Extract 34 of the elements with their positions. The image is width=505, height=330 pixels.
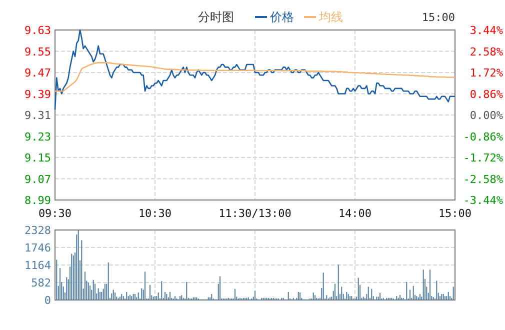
y2-tick-label: -0.86% (463, 130, 504, 144)
y2-tick-label: -3.44% (463, 194, 504, 207)
y2-tick-label: 2.58% (470, 45, 504, 58)
y2-tick-label: -2.58% (463, 172, 504, 186)
text: 15:00 (422, 11, 455, 24)
x-tick-label: 11:30/13:00 (218, 207, 292, 220)
y-tick-label: 1164 (24, 259, 52, 272)
y-tick-label: 9.15 (24, 152, 51, 164)
y-tick-label: 1746 (24, 242, 51, 254)
x-tick-label: 14:00 (338, 207, 372, 220)
y2-tick-label: 1.72% (470, 66, 504, 80)
chart-title: 分时图 (198, 10, 234, 24)
y-tick-label: 0 (44, 294, 51, 307)
y-tick-label: 9.31 (24, 109, 51, 122)
legend-label: 均线 (318, 10, 343, 24)
y-tick-label: 9.47 (24, 66, 51, 80)
y-tick-label: 9.07 (24, 172, 51, 186)
x-tick-label: 09:30 (38, 207, 72, 220)
y-tick-label: 8.99 (24, 194, 51, 207)
line-series (54, 29, 456, 110)
y2-tick-label: -1.72% (463, 152, 504, 164)
y-tick-label: 9.63 (24, 24, 51, 37)
y2-tick-label: 3.44% (470, 24, 504, 37)
x-tick-label: 15:00 (438, 207, 472, 220)
y-tick-label: 9.55 (24, 45, 51, 58)
y2-tick-label: 0.00% (470, 109, 504, 122)
line-series (54, 62, 456, 92)
y-tick-label: 2328 (24, 224, 51, 237)
y-tick-label: 9.23 (24, 130, 51, 144)
x-tick-label: 10:30 (138, 207, 172, 220)
y-tick-label: 582 (31, 276, 51, 290)
y2-tick-label: 0.86% (470, 88, 504, 101)
legend-label: 价格 (269, 10, 294, 24)
y-tick-label: 9.39 (24, 88, 51, 101)
